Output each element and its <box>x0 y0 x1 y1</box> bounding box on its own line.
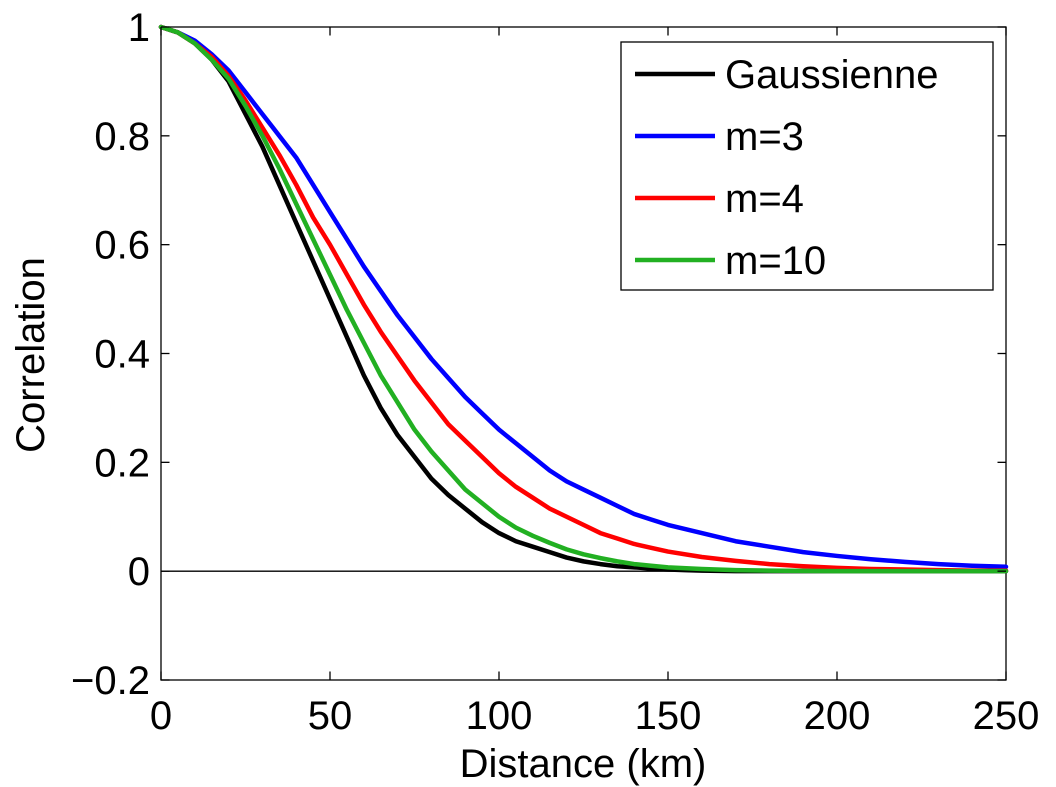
x-tick-label: 150 <box>635 694 702 738</box>
y-tick-label: −0.2 <box>71 659 150 703</box>
y-tick-label: 0.4 <box>94 333 150 377</box>
y-tick-label: 0.2 <box>94 441 150 485</box>
y-tick-label: 0 <box>128 550 150 594</box>
series-layer <box>158 24 1009 574</box>
y-tick-label: 1 <box>128 6 150 50</box>
y-tick-label: 0.8 <box>94 115 150 159</box>
ticks-layer <box>160 26 1007 681</box>
legend-entry-label: m=3 <box>725 115 804 159</box>
x-tick-label: 50 <box>308 694 353 738</box>
y-axis-label: Correlation <box>9 257 53 453</box>
legend-entry-label: Gaussienne <box>725 53 938 97</box>
legend: Gaussienne m=3 m=4 m=10 <box>620 41 994 291</box>
tick-labels-layer: 0 50 100 150 200 250−0.200.20.40.60.81 <box>71 6 1039 738</box>
legend-entry-label: m=4 <box>725 177 804 221</box>
series-line-m-3 <box>158 24 1009 570</box>
series-line-m-10 <box>158 24 1009 574</box>
x-tick-label: 100 <box>466 694 533 738</box>
x-tick-label: 250 <box>973 694 1040 738</box>
legend-box <box>620 41 994 291</box>
x-tick-label: 0 <box>150 694 172 738</box>
legend-entry-label: m=10 <box>725 239 826 283</box>
x-axis-label: Distance (km) <box>460 742 707 786</box>
x-tick-label: 200 <box>804 694 871 738</box>
y-tick-label: 0.6 <box>94 224 150 268</box>
series-line-m-4 <box>158 24 1009 573</box>
